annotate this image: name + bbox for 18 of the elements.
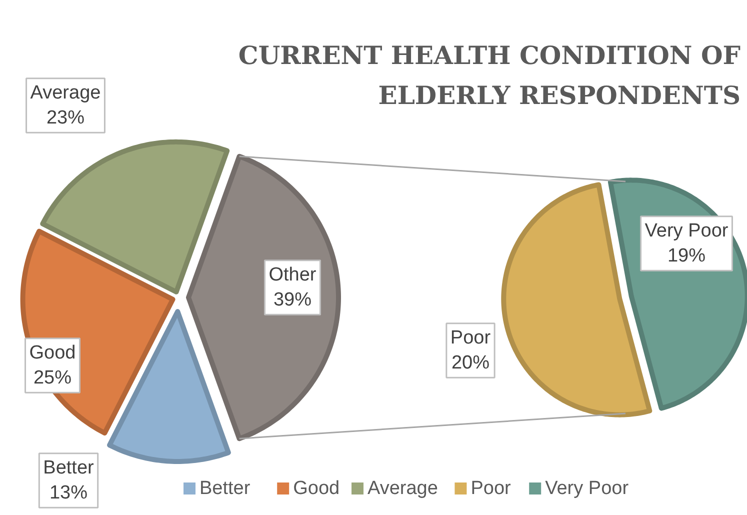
slice-label: Very Poor xyxy=(644,220,729,242)
slice-label: Average xyxy=(30,82,101,104)
legend-label: Better xyxy=(200,478,251,499)
data-label: 13% xyxy=(49,482,88,504)
slice-label: Better xyxy=(43,457,95,478)
data-label: 23% xyxy=(46,108,85,129)
legend-label: Good xyxy=(293,478,340,499)
data-label: 39% xyxy=(273,290,312,311)
data-label: 20% xyxy=(451,352,490,374)
legend-label: Poor xyxy=(470,478,512,499)
data-label: 19% xyxy=(667,246,706,267)
text: Other xyxy=(268,264,317,286)
legend-label: Average xyxy=(368,478,438,499)
text: CURRENT HEALTH CONDITION OF ELDERLY RESPONDENTS xyxy=(238,41,741,110)
data-label: 25% xyxy=(33,368,72,389)
legend-label: Very Poor xyxy=(545,478,630,499)
slice-label: Good xyxy=(29,342,76,364)
slice-label: Poor xyxy=(450,327,492,348)
